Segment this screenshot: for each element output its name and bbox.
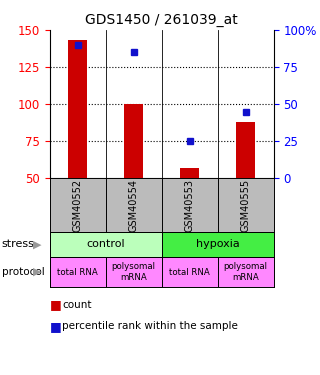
Text: hypoxia: hypoxia bbox=[196, 240, 239, 249]
Text: control: control bbox=[86, 240, 125, 249]
Bar bbox=[106, 257, 162, 287]
Text: percentile rank within the sample: percentile rank within the sample bbox=[62, 321, 238, 331]
Text: GSM40555: GSM40555 bbox=[241, 178, 251, 232]
Text: polysomal
mRNA: polysomal mRNA bbox=[112, 262, 156, 282]
Bar bbox=[68, 40, 87, 178]
Text: stress: stress bbox=[2, 240, 35, 249]
Text: total RNA: total RNA bbox=[57, 267, 98, 276]
Text: ■: ■ bbox=[50, 320, 61, 333]
Bar bbox=[236, 122, 255, 178]
Text: polysomal
mRNA: polysomal mRNA bbox=[224, 262, 268, 282]
Text: ▶: ▶ bbox=[33, 267, 41, 277]
Text: GSM40553: GSM40553 bbox=[185, 178, 195, 232]
Text: GDS1450 / 261039_at: GDS1450 / 261039_at bbox=[85, 13, 238, 27]
Bar bbox=[162, 232, 274, 257]
Text: ■: ■ bbox=[50, 298, 61, 311]
Bar bbox=[180, 168, 199, 178]
Bar bbox=[162, 257, 218, 287]
Bar bbox=[50, 257, 106, 287]
Text: GSM40552: GSM40552 bbox=[73, 178, 83, 232]
Text: protocol: protocol bbox=[2, 267, 44, 277]
Text: ▶: ▶ bbox=[33, 240, 41, 249]
Bar bbox=[50, 232, 162, 257]
Text: count: count bbox=[62, 300, 92, 310]
Text: total RNA: total RNA bbox=[169, 267, 210, 276]
Bar bbox=[218, 257, 274, 287]
Text: GSM40554: GSM40554 bbox=[129, 178, 139, 232]
Bar bbox=[124, 104, 143, 178]
